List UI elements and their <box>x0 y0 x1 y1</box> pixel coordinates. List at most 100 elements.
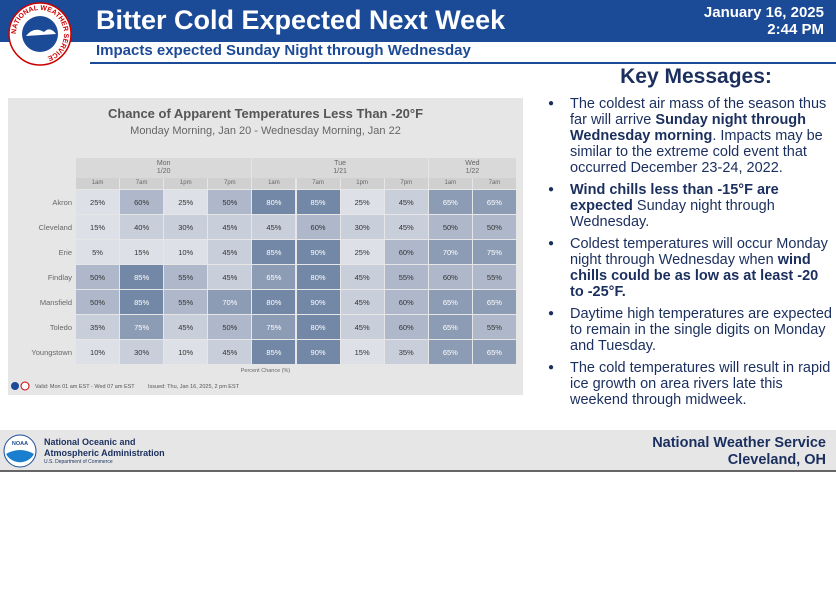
table-cell: 15% <box>76 215 120 239</box>
table-cell: 60% <box>428 265 472 289</box>
table-cell: 45% <box>340 265 384 289</box>
table-cell: 80% <box>252 190 296 214</box>
table-cell: 45% <box>208 265 252 289</box>
table-cell: 75% <box>472 240 516 264</box>
footer-bar <box>0 430 836 472</box>
table-cell: 55% <box>384 265 428 289</box>
logos-small <box>11 381 30 391</box>
day-date: 1/21 <box>333 168 347 175</box>
key-message: Wind chills less than -15°F are expected… <box>548 182 832 230</box>
time-header: 7am <box>120 178 164 189</box>
row-label: Youngstown <box>31 348 72 357</box>
table-cell: 70% <box>428 240 472 264</box>
key-message: The coldest air mass of the season thus … <box>548 96 832 176</box>
table-cell: 25% <box>340 240 384 264</box>
key-messages-title: Key Messages: <box>620 65 772 88</box>
key-message-bold: Wind chills less than -15°F are expected <box>570 182 779 214</box>
table-cell: 65% <box>472 340 516 364</box>
noaa-name: National Oceanic and <box>44 437 136 447</box>
key-message-text: Daytime high temperatures are expected t… <box>570 306 832 354</box>
table-cell: 45% <box>208 240 252 264</box>
table-cell: 60% <box>384 240 428 264</box>
table-cell: 50% <box>472 215 516 239</box>
table-cell: 50% <box>428 215 472 239</box>
subtitle: Impacts expected Sunday Night through We… <box>96 42 471 59</box>
table-subtitle: Monday Morning, Jan 20 - Wednesday Morni… <box>130 125 401 137</box>
row-label: Mansfield <box>39 298 72 307</box>
table-cell: 45% <box>384 190 428 214</box>
key-message-text: The cold temperatures will result in rap… <box>570 360 831 408</box>
table-cell: 50% <box>208 315 252 339</box>
table-cell: 90% <box>296 240 340 264</box>
axis-label: Percent Chance (%) <box>240 368 291 374</box>
table-cell: 45% <box>252 215 296 239</box>
table-cell: 55% <box>472 265 516 289</box>
key-message-text: The coldest air mass of the season thus … <box>570 96 827 128</box>
day-header: Mon 1/20 <box>76 158 252 178</box>
noaa-logo-text: NOAA <box>12 441 28 447</box>
table-cell: 85% <box>252 340 296 364</box>
table-cell: 85% <box>252 240 296 264</box>
table-cell: 75% <box>252 315 296 339</box>
valid-note: Valid: Mon 01 am EST - Wed 07 am EST <box>35 384 135 390</box>
table-cell: 70% <box>208 290 252 314</box>
time-header: 7am <box>296 178 340 189</box>
time: 2:44 PM <box>767 21 824 38</box>
table-cell: 10% <box>76 340 120 364</box>
table-cell: 65% <box>428 315 472 339</box>
table-cell: 65% <box>472 290 516 314</box>
table-cell: 45% <box>340 290 384 314</box>
time-header: 1pm <box>340 178 384 189</box>
table-cell: 40% <box>120 215 164 239</box>
key-message-bold: Sunday night through Wednesday morning <box>570 112 807 144</box>
table-cell: 85% <box>120 265 164 289</box>
table-cell: 65% <box>428 340 472 364</box>
time-header: 7am <box>472 178 516 189</box>
table-cell: 60% <box>384 290 428 314</box>
noaa-name: Atmospheric Administration <box>44 448 165 458</box>
table-cell: 55% <box>472 315 516 339</box>
table-title: Chance of Apparent Temperatures Less Tha… <box>107 106 424 121</box>
table-cell: 80% <box>296 265 340 289</box>
noaa-dept: U.S. Department of Commerce <box>44 459 113 465</box>
table-cell: 25% <box>76 190 120 214</box>
time-header: 1am <box>76 178 120 189</box>
table-cell: 65% <box>428 190 472 214</box>
key-message: Coldest temperatures will occur Monday n… <box>548 236 832 300</box>
table-cell: 10% <box>164 340 208 364</box>
row-label: Erie <box>58 248 72 257</box>
table-cell: 80% <box>296 315 340 339</box>
table-cell: 15% <box>340 340 384 364</box>
table-cell: 80% <box>252 290 296 314</box>
day-date: 1/22 <box>465 168 480 175</box>
table-cell: 60% <box>120 190 164 214</box>
key-message: Daytime high temperatures are expected t… <box>548 306 832 354</box>
table-cell: 45% <box>384 215 428 239</box>
table-cell: 60% <box>384 315 428 339</box>
time-header: 1am <box>252 178 296 189</box>
table-cell: 10% <box>164 240 208 264</box>
table-cell: 65% <box>252 265 296 289</box>
table-cell: 25% <box>164 190 208 214</box>
table-cell: 90% <box>296 340 340 364</box>
key-message: The cold temperatures will result in rap… <box>548 360 832 408</box>
probability-table-panel: Chance of Apparent Temperatures Less Tha… <box>8 98 523 395</box>
day-date: 1/20 <box>156 168 171 175</box>
table-cell: 50% <box>76 290 120 314</box>
day-header: Tue 1/21 <box>252 158 428 178</box>
time-header: 1pm <box>164 178 208 189</box>
row-label: Akron <box>52 198 72 207</box>
row-label: Findlay <box>47 273 72 282</box>
day-name: Tue <box>334 160 346 167</box>
table-cell: 65% <box>428 290 472 314</box>
key-messages-list: The coldest air mass of the season thus … <box>548 96 832 414</box>
key-message-text: Coldest temperatures will occur Monday n… <box>570 236 828 268</box>
table-cell: 45% <box>208 215 252 239</box>
table-cell: 45% <box>208 340 252 364</box>
day-name: Wed <box>465 160 480 167</box>
key-message-bold: wind chills could be as low as at least … <box>570 252 819 300</box>
noaa-logo: NOAA <box>3 434 37 468</box>
time-header: 7pm <box>208 178 252 189</box>
table-cell: 45% <box>164 315 208 339</box>
